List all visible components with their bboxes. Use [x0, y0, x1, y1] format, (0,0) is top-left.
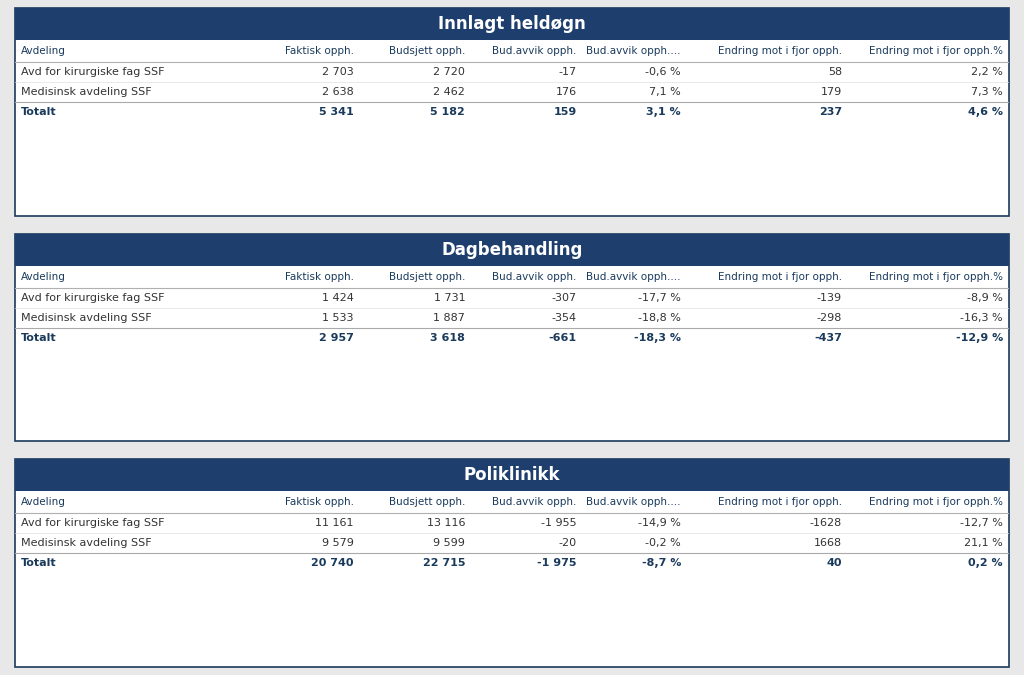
Text: Budsjett opph.: Budsjett opph.: [389, 497, 465, 508]
Text: 2 462: 2 462: [433, 87, 465, 97]
Text: 7,3 %: 7,3 %: [971, 87, 1002, 97]
Text: -20: -20: [558, 539, 577, 548]
Text: Avdeling: Avdeling: [22, 271, 66, 281]
Text: 11 161: 11 161: [315, 518, 354, 529]
Text: 40: 40: [826, 558, 842, 568]
Text: Bud.avvik opph....: Bud.avvik opph....: [587, 271, 681, 281]
Text: 58: 58: [827, 67, 842, 77]
Text: 2 957: 2 957: [319, 333, 354, 343]
Text: 237: 237: [819, 107, 842, 117]
Text: 9 599: 9 599: [433, 539, 465, 548]
Text: Endring mot i fjor opph.%: Endring mot i fjor opph.%: [869, 46, 1002, 56]
Text: -18,3 %: -18,3 %: [634, 333, 681, 343]
Bar: [15, 8, 1009, 40]
Text: 5 341: 5 341: [319, 107, 354, 117]
Text: -661: -661: [549, 333, 577, 343]
Bar: [15, 459, 1009, 491]
Text: 1 424: 1 424: [322, 293, 354, 302]
Text: Faktisk opph.: Faktisk opph.: [285, 271, 354, 281]
Text: -307: -307: [552, 293, 577, 302]
Text: Endring mot i fjor opph.: Endring mot i fjor opph.: [718, 271, 842, 281]
Text: 20 740: 20 740: [311, 558, 354, 568]
Text: -437: -437: [814, 333, 842, 343]
Text: 1 887: 1 887: [433, 313, 465, 323]
Text: 1 533: 1 533: [323, 313, 354, 323]
Text: Poliklinikk: Poliklinikk: [464, 466, 560, 485]
Text: Medisinsk avdeling SSF: Medisinsk avdeling SSF: [22, 313, 152, 323]
Text: Endring mot i fjor opph.%: Endring mot i fjor opph.%: [869, 271, 1002, 281]
Text: -8,7 %: -8,7 %: [642, 558, 681, 568]
Text: 9 579: 9 579: [322, 539, 354, 548]
Text: Avd for kirurgiske fag SSF: Avd for kirurgiske fag SSF: [22, 293, 165, 302]
Text: 3 618: 3 618: [430, 333, 465, 343]
Text: Bud.avvik opph....: Bud.avvik opph....: [587, 46, 681, 56]
Text: 2,2 %: 2,2 %: [971, 67, 1002, 77]
Text: Endring mot i fjor opph.%: Endring mot i fjor opph.%: [869, 497, 1002, 508]
Text: Budsjett opph.: Budsjett opph.: [389, 46, 465, 56]
Text: -1628: -1628: [810, 518, 842, 529]
Text: 0,2 %: 0,2 %: [969, 558, 1002, 568]
Text: Totalt: Totalt: [22, 333, 56, 343]
Text: -298: -298: [816, 313, 842, 323]
Text: Avdeling: Avdeling: [22, 46, 66, 56]
Text: -14,9 %: -14,9 %: [638, 518, 681, 529]
Text: Innlagt heldøgn: Innlagt heldøgn: [438, 15, 586, 33]
Text: 176: 176: [555, 87, 577, 97]
Text: Avdeling: Avdeling: [22, 497, 66, 508]
Text: -17,7 %: -17,7 %: [638, 293, 681, 302]
Text: -8,9 %: -8,9 %: [967, 293, 1002, 302]
Text: 4,6 %: 4,6 %: [968, 107, 1002, 117]
Text: 3,1 %: 3,1 %: [646, 107, 681, 117]
Text: 21,1 %: 21,1 %: [965, 539, 1002, 548]
Text: -18,8 %: -18,8 %: [638, 313, 681, 323]
Text: Budsjett opph.: Budsjett opph.: [389, 271, 465, 281]
Text: Totalt: Totalt: [22, 558, 56, 568]
Text: Endring mot i fjor opph.: Endring mot i fjor opph.: [718, 46, 842, 56]
Text: Faktisk opph.: Faktisk opph.: [285, 497, 354, 508]
Text: 7,1 %: 7,1 %: [649, 87, 681, 97]
Text: 2 703: 2 703: [323, 67, 354, 77]
Text: 2 638: 2 638: [323, 87, 354, 97]
Text: -0,2 %: -0,2 %: [645, 539, 681, 548]
Text: -12,9 %: -12,9 %: [955, 333, 1002, 343]
Text: -17: -17: [558, 67, 577, 77]
Text: Avd for kirurgiske fag SSF: Avd for kirurgiske fag SSF: [22, 67, 165, 77]
Text: -16,3 %: -16,3 %: [961, 313, 1002, 323]
Text: -139: -139: [817, 293, 842, 302]
Text: -354: -354: [552, 313, 577, 323]
Text: Totalt: Totalt: [22, 107, 56, 117]
Bar: [15, 234, 1009, 266]
Text: -1 975: -1 975: [537, 558, 577, 568]
Text: Faktisk opph.: Faktisk opph.: [285, 46, 354, 56]
Text: Bud.avvik opph.: Bud.avvik opph.: [493, 46, 577, 56]
Text: 159: 159: [553, 107, 577, 117]
Text: 13 116: 13 116: [427, 518, 465, 529]
Text: Bud.avvik opph.: Bud.avvik opph.: [493, 497, 577, 508]
Text: 5 182: 5 182: [430, 107, 465, 117]
Text: 1 731: 1 731: [433, 293, 465, 302]
Text: -0,6 %: -0,6 %: [645, 67, 681, 77]
Text: 2 720: 2 720: [433, 67, 465, 77]
Text: Avd for kirurgiske fag SSF: Avd for kirurgiske fag SSF: [22, 518, 165, 529]
Text: Endring mot i fjor opph.: Endring mot i fjor opph.: [718, 497, 842, 508]
Text: Bud.avvik opph.: Bud.avvik opph.: [493, 271, 577, 281]
Text: 179: 179: [820, 87, 842, 97]
Text: Medisinsk avdeling SSF: Medisinsk avdeling SSF: [22, 87, 152, 97]
Text: -12,7 %: -12,7 %: [961, 518, 1002, 529]
Text: Bud.avvik opph....: Bud.avvik opph....: [587, 497, 681, 508]
Text: 22 715: 22 715: [423, 558, 465, 568]
Text: 1668: 1668: [814, 539, 842, 548]
Text: -1 955: -1 955: [541, 518, 577, 529]
Text: Dagbehandling: Dagbehandling: [441, 241, 583, 259]
Text: Medisinsk avdeling SSF: Medisinsk avdeling SSF: [22, 539, 152, 548]
